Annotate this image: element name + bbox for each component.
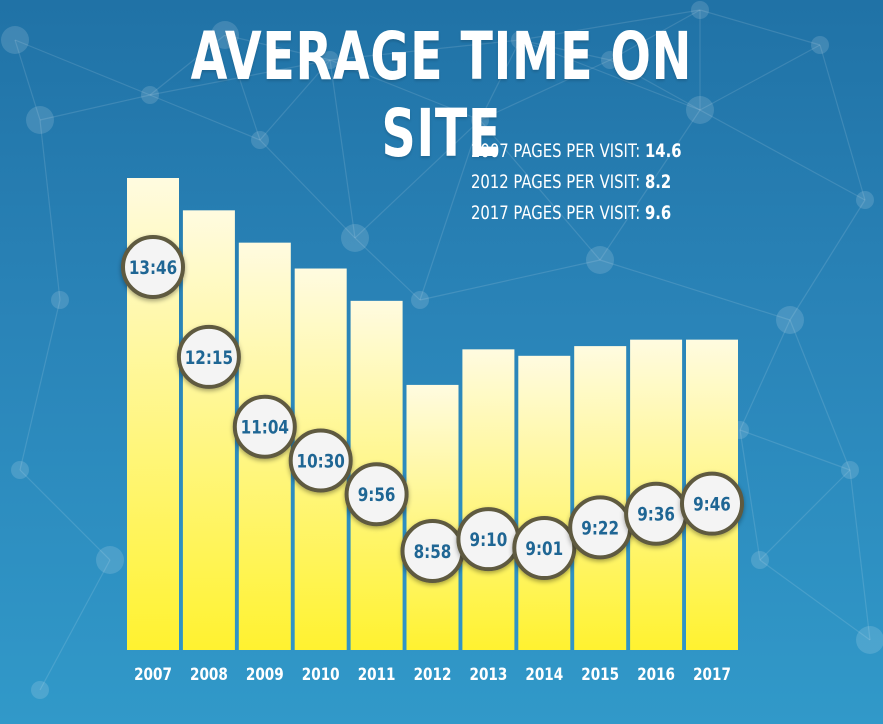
- year-label-2012: 2012: [414, 665, 452, 685]
- time-label-2015: 9:22: [581, 518, 619, 540]
- network-node: [751, 551, 769, 569]
- year-label-2014: 2014: [525, 665, 563, 685]
- network-node: [31, 681, 49, 699]
- network-node: [586, 246, 614, 274]
- time-bubble-circle: [232, 394, 297, 459]
- time-label-2017: 9:46: [693, 494, 731, 516]
- pages-per-visit-stats: 2007 PAGES PER VISIT: 14.6 2012 PAGES PE…: [471, 140, 741, 233]
- time-bubble-circle: [680, 471, 744, 536]
- network-node: [251, 131, 269, 149]
- network-node: [691, 1, 709, 19]
- time-label-2012: 8:58: [414, 541, 452, 563]
- time-bubble-2013: 9:10: [456, 507, 521, 572]
- time-label-2011: 9:56: [358, 485, 396, 507]
- network-node: [811, 36, 829, 54]
- time-bubble-2014: 9:01: [512, 516, 577, 581]
- network-node: [26, 106, 54, 134]
- network-node: [96, 546, 124, 574]
- network-lines: [14, 9, 871, 691]
- network-node: [341, 224, 369, 252]
- network-node: [51, 291, 69, 309]
- network-node: [856, 191, 874, 209]
- network-node: [411, 291, 429, 309]
- stat-2007: 2007 PAGES PER VISIT: 14.6: [471, 140, 682, 171]
- network-node: [841, 461, 859, 479]
- network-node: [856, 626, 883, 654]
- time-label-2013: 9:10: [470, 530, 508, 552]
- network-node: [601, 51, 619, 69]
- bar-2008: [182, 210, 235, 650]
- year-label-2008: 2008: [190, 665, 228, 685]
- time-bubble-2015: 9:22: [568, 495, 633, 560]
- time-label-2010: 10:30: [297, 451, 345, 473]
- time-bubble-circle: [512, 516, 577, 581]
- time-bubble-circle: [121, 235, 185, 299]
- time-bubble-2016: 9:36: [624, 481, 689, 546]
- year-label-2011: 2011: [358, 665, 396, 685]
- time-labels: 13:46 12:15 11:04 10:30 9:56 8:58 9:10 9:01 9:22…: [121, 235, 744, 583]
- time-bubble-2008: 12:15: [176, 324, 241, 389]
- bar-2014: [518, 355, 571, 650]
- network-node: [776, 306, 804, 334]
- network-node: [686, 96, 714, 124]
- bar-2012: [406, 384, 459, 650]
- time-bubble-2010: 10:30: [288, 428, 353, 493]
- network-node: [11, 461, 29, 479]
- time-bubble-circle: [288, 428, 353, 493]
- year-label-2007: 2007: [134, 665, 172, 685]
- time-bubble-circle: [176, 324, 241, 389]
- time-bubble-2009: 11:04: [232, 394, 297, 459]
- stat-2012: 2012 PAGES PER VISIT: 8.2: [471, 171, 682, 202]
- year-label-2015: 2015: [581, 665, 619, 685]
- year-label-2009: 2009: [246, 665, 284, 685]
- year-tick-labels: 2007 2008 2009 2010 2011 2012 2013 2014 2015 2016…: [134, 665, 731, 685]
- time-label-2007: 13:46: [129, 257, 177, 279]
- network-node: [471, 111, 489, 129]
- time-bubble-circle: [344, 462, 409, 527]
- chart-title: AVERAGE TIME ON SITE: [190, 18, 693, 172]
- network-node: [321, 51, 339, 69]
- time-label-2009: 11:04: [241, 417, 289, 439]
- stat-2012-label: 2012 PAGES PER VISIT:: [471, 171, 641, 193]
- bar-2013: [462, 349, 515, 650]
- stat-2017-value: 9.6: [644, 202, 672, 224]
- time-label-2014: 9:01: [525, 538, 563, 560]
- network-node: [1, 26, 29, 54]
- stat-2007-label: 2007 PAGES PER VISIT:: [471, 140, 641, 162]
- year-label-2017: 2017: [693, 665, 731, 685]
- time-label-2008: 12:15: [185, 347, 233, 369]
- year-label-2016: 2016: [637, 665, 675, 685]
- network-node: [211, 21, 239, 49]
- time-bubble-2012: 8:58: [400, 519, 465, 583]
- network-node: [511, 31, 529, 49]
- year-label-2010: 2010: [302, 665, 340, 685]
- time-bubble-2007: 13:46: [121, 235, 185, 299]
- year-label-2013: 2013: [469, 665, 507, 685]
- time-label-2016: 9:36: [637, 504, 675, 526]
- time-bubble-2011: 9:56: [344, 462, 409, 527]
- network-node: [141, 86, 159, 104]
- stat-2007-value: 14.6: [644, 140, 682, 162]
- stat-2017: 2017 PAGES PER VISIT: 9.6: [471, 202, 682, 233]
- stat-2017-label: 2017 PAGES PER VISIT:: [471, 202, 641, 224]
- stat-2012-value: 8.2: [644, 171, 672, 193]
- time-bubble-2017: 9:46: [680, 471, 744, 536]
